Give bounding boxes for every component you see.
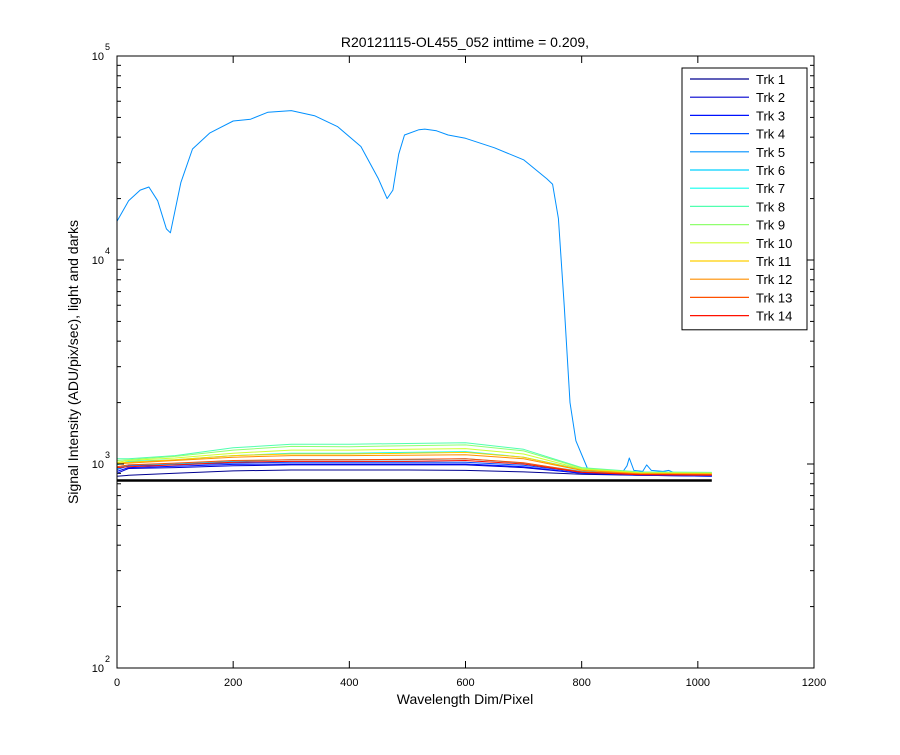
x-tick-label: 200 [224, 677, 242, 689]
x-axis: 0 200 400 600 800 1000 1200 [114, 56, 826, 689]
x-tick-label: 1200 [802, 677, 826, 689]
minor-ticks [117, 64, 814, 608]
legend-label: Trk 1 [756, 72, 785, 87]
legend-label: Trk 3 [756, 108, 785, 123]
y-tick-label-base: 10 [92, 51, 104, 63]
series-line-trk-14 [116, 460, 712, 476]
y-tick-label-base: 10 [92, 255, 104, 267]
y-tick-label-base: 10 [92, 459, 104, 471]
legend-label: Trk 14 [756, 309, 792, 324]
x-axis-label: Wavelength Dim/Pixel [397, 691, 533, 707]
chart-title: R20121115-OL455_052 inttime = 0.209, [341, 34, 589, 50]
x-tick-label: 1000 [686, 677, 710, 689]
y-axis-label: Signal Intensity (ADU/pix/sec), light an… [65, 220, 81, 504]
series-line-trk-3 [116, 463, 712, 477]
y-tick-label-exponent: 4 [105, 246, 110, 256]
legend-label: Trk 4 [756, 127, 785, 142]
legend-label: Trk 9 [756, 218, 785, 233]
legend-label: Trk 5 [756, 145, 785, 160]
legend-label: Trk 8 [756, 199, 785, 214]
legend-label: Trk 7 [756, 181, 785, 196]
series-line-trk-5 [116, 110, 712, 474]
y-tick-label-exponent: 3 [105, 450, 110, 460]
legend: Trk 1 Trk 2 Trk 3 Trk 4 Trk 5 Trk 6 Trk 7 Trk 8… [681, 67, 808, 331]
series-line-trk-9 [116, 444, 712, 474]
legend-label: Trk 2 [756, 90, 785, 105]
legend-label: Trk 13 [756, 290, 792, 305]
legend-box [681, 67, 808, 331]
legend-label: Trk 12 [756, 272, 792, 287]
y-tick-label-exponent: 2 [105, 654, 110, 664]
series-layer [116, 110, 712, 482]
series-line-trk-10 [116, 448, 712, 474]
legend-label: Trk 6 [756, 163, 785, 178]
y-tick-label-base: 10 [92, 663, 104, 675]
legend-label: Trk 11 [756, 254, 791, 269]
x-tick-label: 0 [114, 677, 120, 689]
y-tick-label-exponent: 5 [105, 42, 110, 52]
x-tick-label: 600 [456, 677, 474, 689]
series-line-trk-12 [116, 454, 712, 475]
x-tick-label: 800 [572, 677, 590, 689]
x-tick-label: 400 [340, 677, 358, 689]
legend-label: Trk 10 [756, 236, 792, 251]
series-line-trk-1 [116, 469, 712, 477]
